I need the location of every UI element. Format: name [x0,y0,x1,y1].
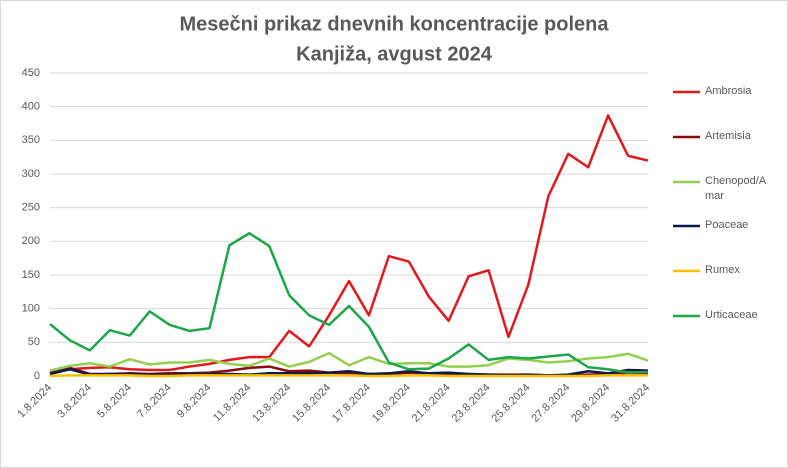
y-tick-label: 100 [22,303,40,315]
legend-label: Ambrosia [705,85,752,97]
series-line [49,114,649,374]
series-line [49,232,649,374]
legend-label: Chenopod/Amar [705,175,767,202]
chart-title: Mesečni prikaz dnevnih koncentracije pol… [179,13,609,35]
y-tick-label: 0 [34,370,40,382]
y-tick-label: 150 [22,269,40,281]
legend-label: Poaceae [705,219,749,231]
y-tick-label: 200 [22,235,40,247]
legend-label: Urticaceae [705,309,758,321]
series-line [49,351,649,372]
y-tick-label: 50 [28,336,40,348]
y-tick-label: 450 [22,67,40,79]
y-tick-label: 350 [22,134,40,146]
series-line [49,374,648,378]
y-tick-label: 250 [22,202,40,214]
chart-subtitle: Kanjiža, avgust 2024 [296,43,493,65]
legend-label: Artemisia [705,130,751,142]
legend-label: Rumex [705,264,740,276]
y-tick-label: 300 [22,168,40,180]
y-tick-label: 400 [22,101,40,113]
